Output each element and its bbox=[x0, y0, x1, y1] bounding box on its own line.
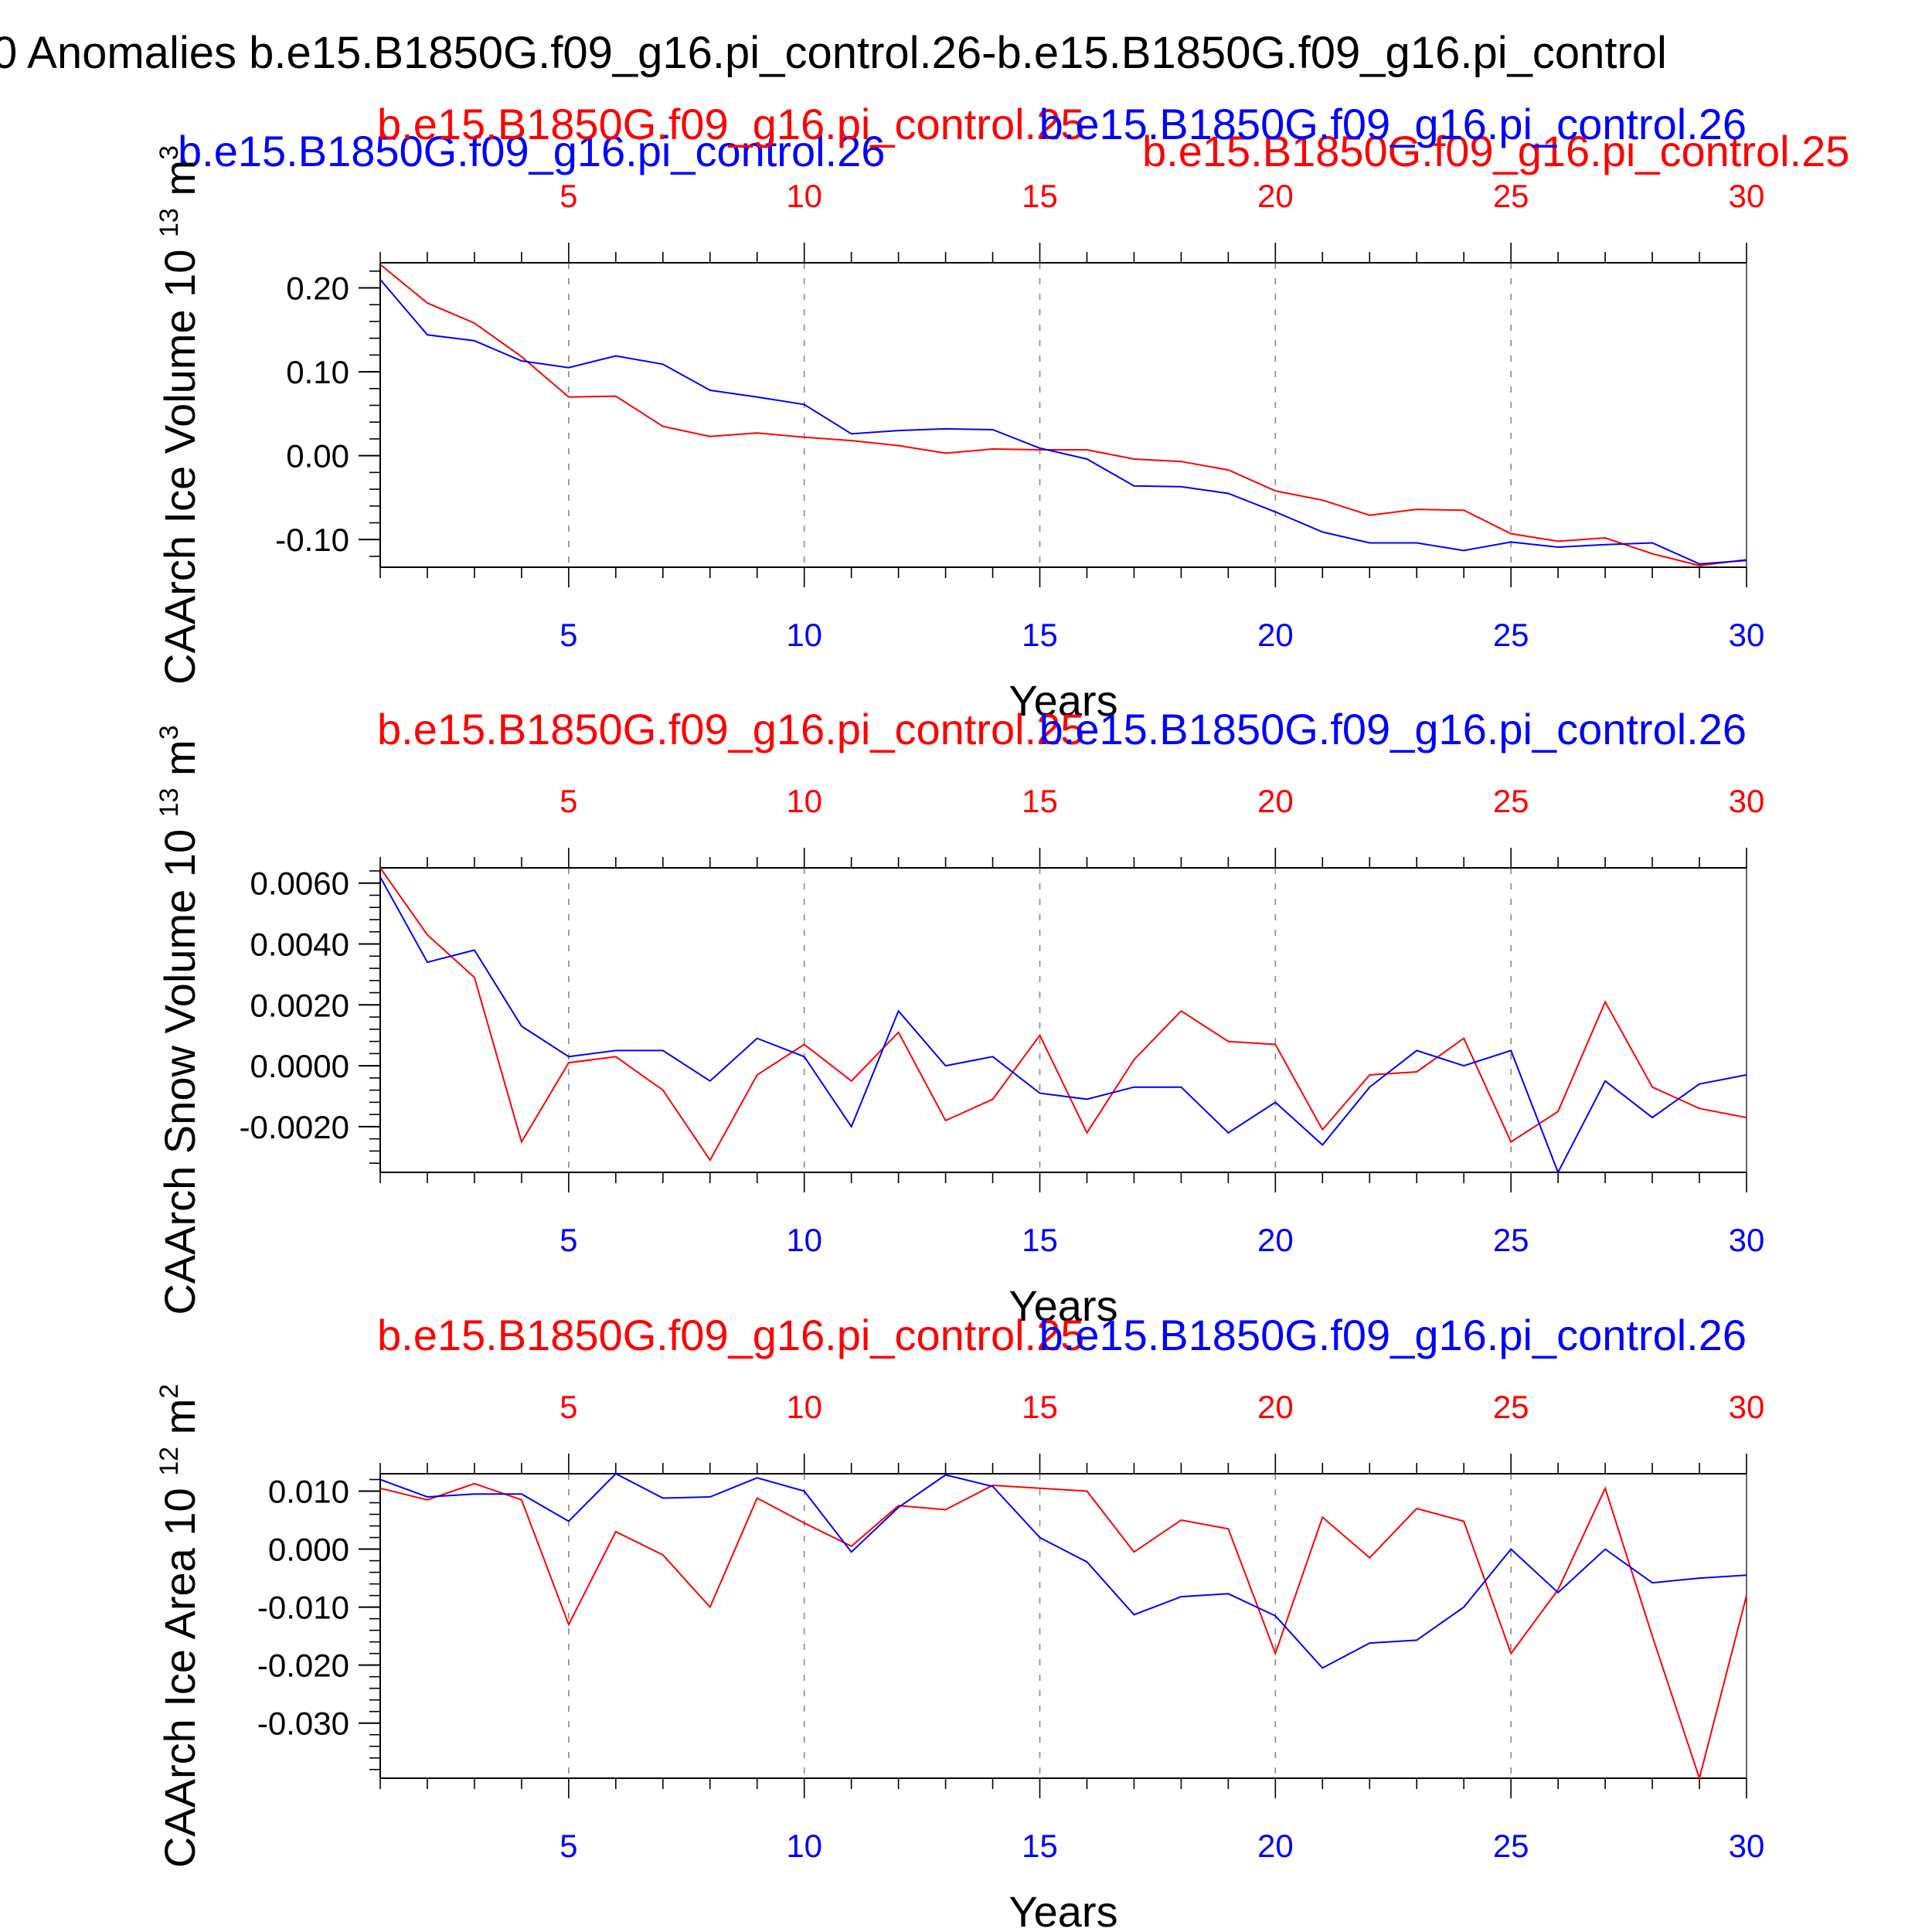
y-tick-label: 0.010 bbox=[268, 1474, 349, 1510]
y-axis-title: CAArch Ice Volume 10 13 m3 bbox=[155, 145, 204, 685]
y-axis-title: CAArch Snow Volume 10 13 m3 bbox=[155, 725, 204, 1315]
y-tick-label: -0.010 bbox=[257, 1590, 349, 1626]
y-axis-title-unit-exponent: 3 bbox=[155, 725, 184, 740]
y-tick-label: 0.0060 bbox=[250, 866, 349, 902]
y-tick-label: 0.00 bbox=[286, 438, 349, 474]
x-tick-label-top: 10 bbox=[786, 178, 822, 214]
x-tick-label-bottom: 30 bbox=[1729, 1828, 1765, 1864]
x-tick-label-bottom: 10 bbox=[786, 617, 822, 653]
y-tick-label: 0.0040 bbox=[250, 927, 349, 963]
y-axis-title-text: CAArch Ice Volume 10 bbox=[155, 237, 204, 685]
figure-title: 0 Anomalies b.e15.B1850G.f09_g16.pi_cont… bbox=[0, 28, 1667, 78]
y-axis-title-unit: m bbox=[155, 740, 204, 787]
x-axis-title: Years bbox=[1009, 676, 1117, 725]
series-label-right: b.e15.B1850G.f09_g16.pi_control.26 bbox=[1039, 705, 1747, 753]
x-tick-label-top: 25 bbox=[1493, 178, 1529, 214]
x-tick-label-bottom: 15 bbox=[1022, 1828, 1058, 1864]
x-tick-label-top: 20 bbox=[1257, 178, 1294, 214]
y-tick-label: 0.20 bbox=[286, 270, 349, 307]
series-line-case-25 bbox=[380, 867, 1747, 1162]
series-label-left: b.e15.B1850G.f09_g16.pi_control.25 bbox=[377, 100, 1084, 148]
y-tick-label: 0.000 bbox=[268, 1532, 349, 1568]
x-tick-label-top: 15 bbox=[1022, 1389, 1058, 1425]
y-axis-title-exponent: 13 bbox=[155, 208, 184, 237]
series-label-left: b.e15.B1850G.f09_g16.pi_control.25 bbox=[377, 1311, 1084, 1359]
legend-overlap-label-case-b: b.e15.B1850G.f09_g16.pi_control.26 bbox=[178, 127, 885, 175]
x-tick-label-bottom: 5 bbox=[560, 1222, 577, 1258]
x-tick-label-top: 30 bbox=[1729, 178, 1765, 214]
y-axis-title-exponent: 13 bbox=[155, 787, 184, 817]
series-label-right: b.e15.B1850G.f09_g16.pi_control.26 bbox=[1039, 1311, 1747, 1359]
x-tick-label-bottom: 20 bbox=[1257, 1828, 1294, 1864]
x-tick-label-top: 5 bbox=[560, 1389, 577, 1425]
series-line-case-26 bbox=[380, 876, 1747, 1174]
legend-overlap-label-case-a: b.e15.B1850G.f09_g16.pi_control.25 bbox=[1142, 127, 1849, 175]
chart-panel-1: -0.10 0.00 0.10 0.20 5 5 10 10 15 15 20 20 25 25 30 30 b… bbox=[155, 100, 1764, 725]
x-tick-label-top: 15 bbox=[1022, 178, 1058, 214]
x-tick-label-top: 5 bbox=[560, 178, 577, 214]
x-axis-title: Years bbox=[1009, 1281, 1117, 1330]
x-tick-label-bottom: 15 bbox=[1022, 1222, 1058, 1258]
y-tick-label: 0.10 bbox=[286, 354, 349, 390]
series-label-left: b.e15.B1850G.f09_g16.pi_control.25 bbox=[377, 705, 1084, 753]
y-axis-title-exponent: 12 bbox=[155, 1447, 184, 1476]
x-tick-label-bottom: 25 bbox=[1493, 1222, 1529, 1258]
x-tick-label-top: 30 bbox=[1729, 783, 1765, 819]
x-tick-label-bottom: 15 bbox=[1022, 617, 1058, 653]
x-tick-label-top: 20 bbox=[1257, 1389, 1294, 1425]
y-axis-title-text: CAArch Ice Area 10 bbox=[155, 1476, 204, 1868]
y-tick-label: 0.0020 bbox=[250, 987, 349, 1023]
x-tick-label-bottom: 20 bbox=[1257, 617, 1294, 653]
chart-panel-3: -0.030 -0.020 -0.010 0.000 0.010 5 5 10 10 15 15 20… bbox=[155, 1311, 1764, 1932]
x-tick-label-bottom: 30 bbox=[1729, 617, 1765, 653]
x-tick-label-bottom: 30 bbox=[1729, 1222, 1765, 1258]
y-axis-title-text: CAArch Snow Volume 10 bbox=[155, 817, 204, 1315]
x-tick-label-top: 25 bbox=[1493, 1389, 1529, 1425]
x-tick-label-top: 15 bbox=[1022, 783, 1058, 819]
series-label-right: b.e15.B1850G.f09_g16.pi_control.26 bbox=[1039, 100, 1747, 148]
x-tick-label-top: 25 bbox=[1493, 783, 1529, 819]
y-tick-label: -0.020 bbox=[257, 1648, 349, 1684]
x-axis-title: Years bbox=[1009, 1887, 1117, 1932]
series-line-case-26 bbox=[380, 279, 1747, 565]
x-tick-label-bottom: 25 bbox=[1493, 617, 1529, 653]
x-tick-label-bottom: 10 bbox=[786, 1222, 822, 1258]
x-tick-label-top: 5 bbox=[560, 783, 577, 819]
x-tick-label-bottom: 25 bbox=[1493, 1828, 1529, 1864]
y-axis-title-unit: m bbox=[155, 1399, 204, 1447]
y-axis-title: CAArch Ice Area 10 12 m2 bbox=[155, 1384, 204, 1868]
y-axis-title-unit-exponent: 3 bbox=[155, 145, 184, 160]
y-tick-label: -0.030 bbox=[257, 1706, 349, 1742]
x-tick-label-top: 20 bbox=[1257, 783, 1294, 819]
panels-group: -0.100.000.100.205510101515202025253030b… bbox=[155, 100, 1764, 1932]
y-axis-title-unit: m bbox=[155, 160, 204, 208]
x-tick-label-top: 10 bbox=[786, 783, 822, 819]
y-tick-label: -0.0020 bbox=[240, 1109, 349, 1145]
chart-panel-2: -0.0020 0.0000 0.0020 0.0040 0.0060 5 5 10 10 15 1… bbox=[155, 705, 1764, 1330]
x-tick-label-top: 10 bbox=[786, 1389, 822, 1425]
y-tick-label: -0.10 bbox=[275, 522, 349, 558]
y-axis-title-unit-exponent: 2 bbox=[155, 1384, 184, 1399]
y-tick-label: 0.0000 bbox=[250, 1048, 349, 1084]
series-line-case-25 bbox=[380, 264, 1747, 566]
series-line-case-25 bbox=[380, 1482, 1747, 1780]
x-tick-label-top: 30 bbox=[1729, 1389, 1765, 1425]
series-line-case-26 bbox=[380, 1472, 1747, 1669]
x-tick-label-bottom: 5 bbox=[560, 617, 577, 653]
x-tick-label-bottom: 20 bbox=[1257, 1222, 1294, 1258]
x-tick-label-bottom: 5 bbox=[560, 1828, 577, 1864]
x-tick-label-bottom: 10 bbox=[786, 1828, 822, 1864]
